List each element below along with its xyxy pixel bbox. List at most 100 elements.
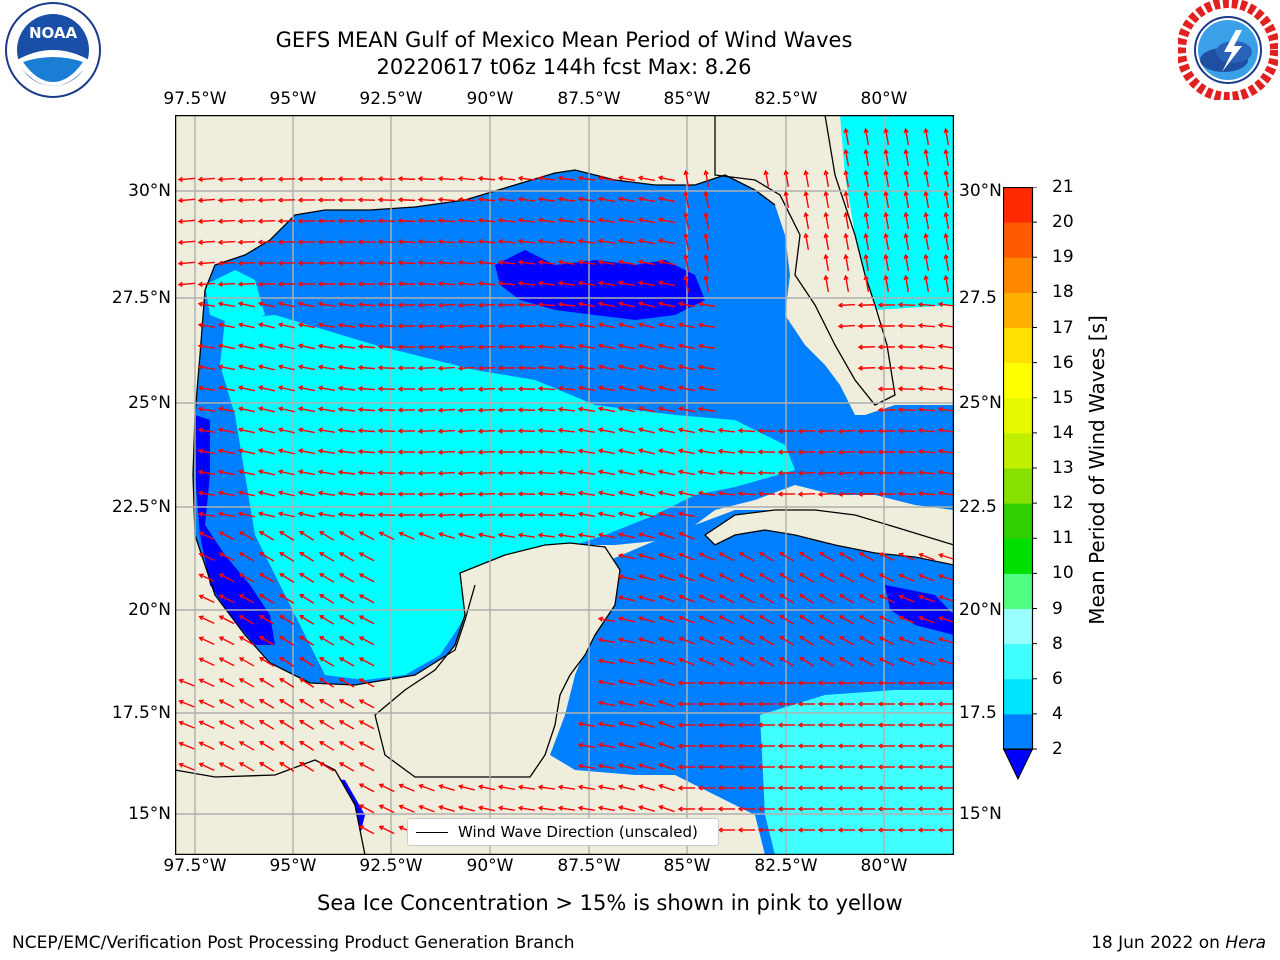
wave-direction-arrow bbox=[438, 387, 456, 391]
wave-direction-arrow bbox=[944, 212, 950, 230]
wave-direction-arrowhead bbox=[737, 469, 743, 476]
wave-direction-arrowhead bbox=[299, 720, 305, 725]
wave-direction-arrowhead bbox=[697, 364, 704, 370]
wave-direction-arrow bbox=[418, 430, 436, 432]
wave-direction-arrowhead bbox=[477, 175, 483, 182]
wave-direction-arrow bbox=[944, 233, 950, 251]
wave-direction-arrowhead bbox=[783, 190, 789, 197]
wave-direction-arrowhead bbox=[557, 280, 564, 286]
wave-direction-arrowhead bbox=[717, 827, 723, 833]
wave-direction-arrowhead bbox=[617, 511, 624, 517]
wave-direction-arrow bbox=[379, 804, 395, 814]
wave-direction-arrowhead bbox=[297, 448, 304, 454]
wave-direction-arrowhead bbox=[177, 239, 183, 246]
wave-direction-arrowhead bbox=[557, 511, 563, 518]
wave-direction-arrowhead bbox=[677, 406, 684, 412]
wave-direction-arrowhead bbox=[797, 764, 803, 770]
wave-direction-arrow bbox=[698, 492, 716, 496]
wave-direction-arrow bbox=[258, 199, 276, 201]
wave-direction-arrowhead bbox=[218, 573, 224, 579]
wave-direction-arrowhead bbox=[497, 386, 503, 392]
wave-direction-arrowhead bbox=[257, 364, 264, 370]
wave-direction-arrowhead bbox=[218, 762, 224, 768]
wave-direction-arrowhead bbox=[497, 365, 503, 371]
colorbar-underflow bbox=[1003, 748, 1034, 781]
wave-direction-arrowhead bbox=[897, 386, 903, 392]
wave-direction-arrowhead bbox=[197, 406, 204, 412]
wave-direction-arrowhead bbox=[877, 323, 883, 329]
wave-direction-arrowhead bbox=[177, 218, 183, 225]
wave-direction-arrowhead bbox=[863, 148, 869, 155]
wave-direction-arrow bbox=[378, 262, 396, 264]
wave-direction-arrowhead bbox=[737, 743, 743, 749]
wave-direction-arrow bbox=[859, 552, 875, 562]
wave-direction-arrow bbox=[478, 430, 496, 432]
wave-direction-arrow bbox=[558, 261, 576, 265]
wave-direction-arrowhead bbox=[337, 364, 344, 371]
wave-direction-arrowhead bbox=[237, 197, 243, 203]
wave-direction-arrow bbox=[879, 657, 895, 667]
wave-direction-arrowhead bbox=[697, 680, 703, 686]
wave-direction-arrowhead bbox=[577, 196, 584, 202]
wave-direction-arrow bbox=[258, 262, 276, 264]
wave-direction-arrow bbox=[659, 532, 675, 540]
wave-direction-arrowhead bbox=[517, 407, 523, 413]
wave-direction-arrow bbox=[938, 324, 954, 328]
wave-direction-arrowhead bbox=[678, 573, 684, 579]
wave-direction-arrow bbox=[279, 657, 295, 667]
wave-direction-arrow bbox=[199, 763, 215, 771]
wave-direction-arrow bbox=[318, 491, 336, 497]
wave-direction-arrowhead bbox=[557, 784, 564, 790]
wave-direction-arrowhead bbox=[377, 365, 383, 371]
lon-tick-bottom: 97.5°W bbox=[163, 856, 227, 876]
wave-direction-arrowhead bbox=[218, 720, 224, 726]
wave-direction-arrowhead bbox=[397, 386, 403, 392]
wave-direction-arrowhead bbox=[857, 470, 863, 476]
wave-direction-arrow bbox=[619, 554, 635, 560]
wave-direction-arrowhead bbox=[418, 783, 424, 789]
wave-direction-arrow bbox=[719, 615, 735, 625]
wave-direction-arrowhead bbox=[319, 531, 325, 536]
wave-direction-arrowhead bbox=[917, 427, 923, 434]
colorbar-segment bbox=[1003, 503, 1033, 539]
wave-direction-arrowhead bbox=[197, 301, 204, 307]
wave-direction-arrowhead bbox=[238, 552, 245, 557]
wave-direction-arrowhead bbox=[703, 169, 709, 176]
wave-direction-arrowhead bbox=[397, 197, 403, 203]
wave-direction-arrow bbox=[219, 365, 235, 371]
wave-direction-arrow bbox=[558, 366, 576, 370]
wave-direction-arrow bbox=[598, 240, 616, 244]
wave-direction-arrowhead bbox=[437, 280, 443, 287]
wave-direction-arrowhead bbox=[257, 490, 264, 496]
wave-direction-arrow bbox=[599, 617, 615, 623]
lon-tick-top: 87.5°W bbox=[557, 89, 621, 109]
wave-direction-arrowhead bbox=[417, 260, 423, 266]
wave-direction-arrowhead bbox=[237, 406, 244, 412]
wave-direction-arrowhead bbox=[637, 490, 644, 496]
wave-direction-arrow bbox=[739, 657, 755, 667]
wave-direction-arrowhead bbox=[797, 428, 803, 434]
wave-direction-arrowhead bbox=[683, 232, 689, 239]
wave-direction-arrow bbox=[718, 471, 736, 475]
wave-direction-arrow bbox=[398, 282, 416, 286]
wave-direction-arrowhead bbox=[338, 552, 345, 557]
wave-direction-arrowhead bbox=[657, 511, 664, 517]
wave-direction-arrow bbox=[218, 240, 236, 244]
wave-direction-arrowhead bbox=[237, 469, 244, 475]
wave-direction-arrowhead bbox=[357, 343, 363, 350]
wave-direction-arrowhead bbox=[218, 741, 224, 747]
wave-direction-arrow bbox=[819, 552, 835, 562]
wave-direction-arrowhead bbox=[397, 512, 403, 518]
wave-direction-arrowhead bbox=[198, 636, 204, 642]
wave-direction-arrowhead bbox=[557, 364, 563, 371]
wave-direction-arrow bbox=[338, 366, 356, 370]
wave-direction-arrowhead bbox=[338, 699, 345, 704]
wave-direction-arrow bbox=[919, 637, 935, 645]
wave-direction-arrowhead bbox=[457, 532, 464, 538]
wave-direction-arrow bbox=[219, 407, 235, 413]
wave-direction-arrow bbox=[198, 471, 216, 475]
wave-direction-arrowhead bbox=[738, 636, 745, 641]
wave-direction-arrowhead bbox=[358, 531, 364, 537]
wave-direction-arrowhead bbox=[537, 259, 544, 266]
wave-direction-arrowhead bbox=[903, 232, 909, 239]
